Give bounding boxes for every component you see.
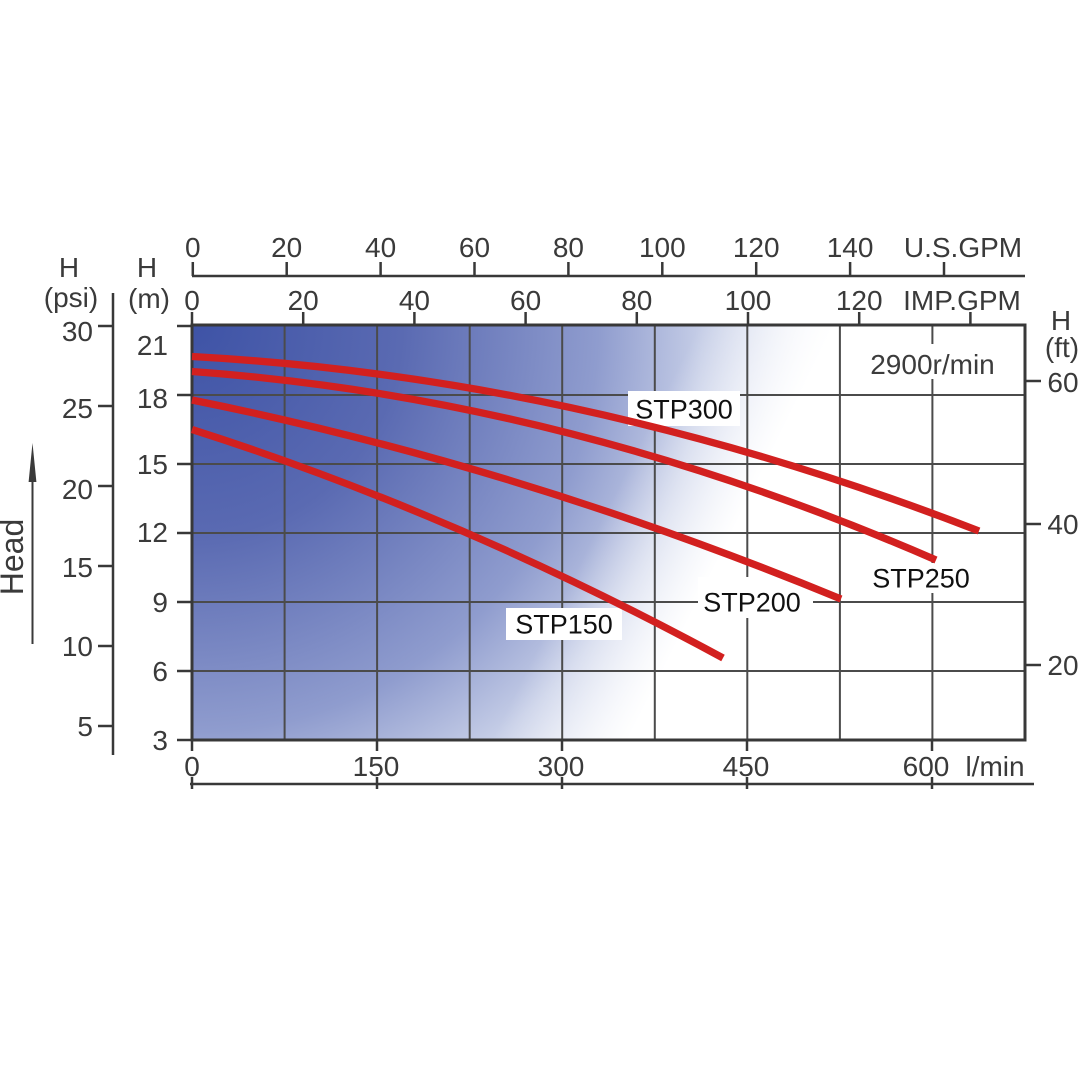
- svg-text:18: 18: [137, 383, 168, 414]
- svg-text:6: 6: [152, 656, 168, 687]
- svg-text:0: 0: [185, 232, 201, 263]
- svg-text:80: 80: [621, 285, 652, 316]
- svg-text:60: 60: [459, 232, 490, 263]
- svg-text:120: 120: [836, 285, 883, 316]
- svg-text:25: 25: [62, 393, 93, 424]
- svg-text:0: 0: [184, 285, 200, 316]
- svg-text:40: 40: [365, 232, 396, 263]
- svg-text:2900r/min: 2900r/min: [870, 349, 995, 380]
- svg-text:3: 3: [152, 725, 168, 756]
- svg-text:150: 150: [353, 751, 400, 782]
- svg-text:120: 120: [733, 232, 780, 263]
- svg-text:450: 450: [723, 751, 770, 782]
- svg-text:15: 15: [137, 449, 168, 480]
- svg-text:STP300: STP300: [635, 395, 733, 425]
- svg-text:STP200: STP200: [703, 588, 801, 618]
- svg-text:300: 300: [538, 751, 585, 782]
- svg-text:20: 20: [288, 285, 319, 316]
- svg-text:H: H: [137, 252, 157, 283]
- svg-text:15: 15: [62, 552, 93, 583]
- svg-text:l/min: l/min: [965, 751, 1024, 782]
- svg-text:IMP.GPM: IMP.GPM: [903, 285, 1021, 316]
- svg-text:12: 12: [137, 517, 168, 548]
- svg-text:20: 20: [271, 232, 302, 263]
- svg-text:10: 10: [62, 631, 93, 662]
- svg-text:21: 21: [137, 330, 168, 361]
- svg-text:600: 600: [903, 751, 950, 782]
- svg-text:(m): (m): [128, 283, 170, 314]
- svg-text:STP250: STP250: [872, 564, 970, 594]
- svg-text:(ft): (ft): [1045, 332, 1079, 363]
- svg-text:STP150: STP150: [515, 610, 613, 640]
- svg-text:100: 100: [725, 285, 772, 316]
- svg-text:30: 30: [62, 316, 93, 347]
- svg-text:60: 60: [510, 285, 541, 316]
- svg-text:140: 140: [827, 232, 874, 263]
- svg-text:20: 20: [1047, 650, 1078, 681]
- svg-text:40: 40: [399, 285, 430, 316]
- svg-text:H: H: [59, 252, 79, 283]
- svg-text:60: 60: [1047, 367, 1078, 398]
- svg-text:U.S.GPM: U.S.GPM: [904, 232, 1022, 263]
- svg-text:80: 80: [553, 232, 584, 263]
- svg-text:9: 9: [152, 587, 168, 618]
- svg-text:20: 20: [62, 474, 93, 505]
- svg-text:100: 100: [639, 232, 686, 263]
- svg-text:Head: Head: [0, 519, 30, 596]
- svg-text:40: 40: [1047, 509, 1078, 540]
- svg-text:5: 5: [77, 711, 93, 742]
- svg-text:H: H: [1051, 305, 1071, 336]
- svg-text:0: 0: [184, 751, 200, 782]
- svg-text:(psi): (psi): [44, 282, 98, 313]
